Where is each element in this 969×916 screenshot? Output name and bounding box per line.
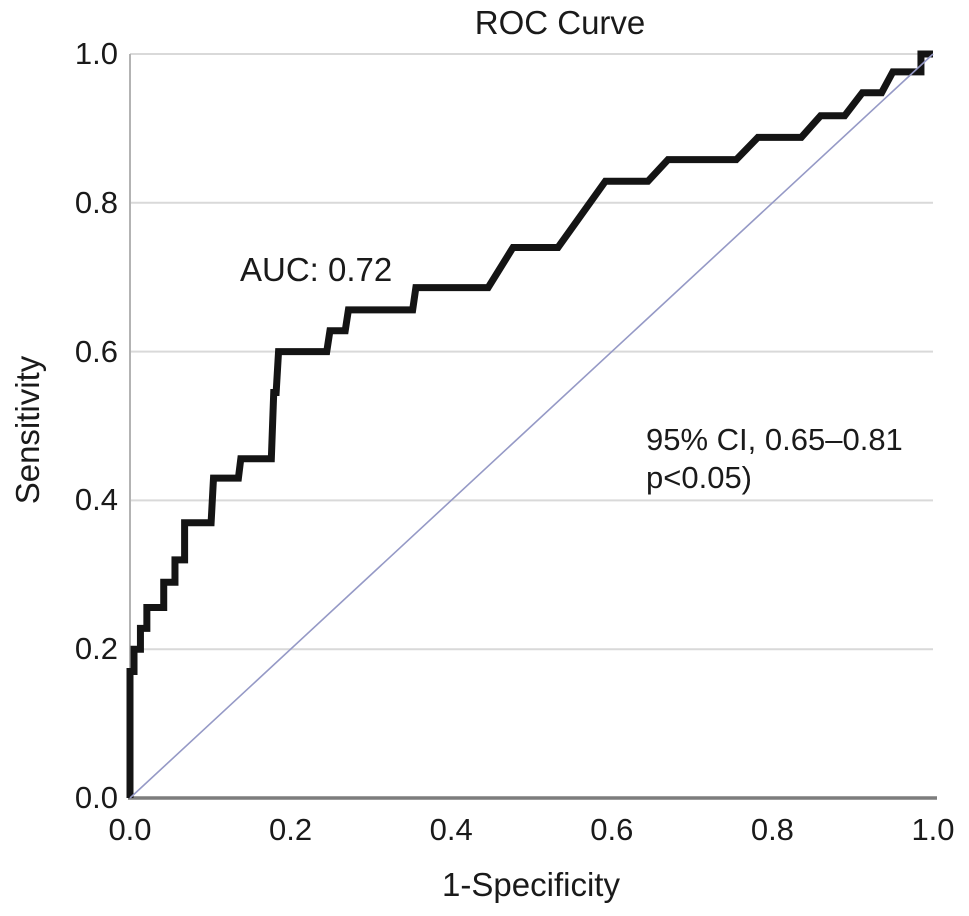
reference-diagonal — [129, 53, 934, 799]
x-tick-label: 0.4 — [429, 812, 473, 847]
y-tick-label: 0.2 — [74, 631, 118, 667]
x-tick-label: 1.0 — [911, 812, 955, 847]
x-tick-label: 0.8 — [750, 812, 794, 847]
y-tick-label: 0.4 — [74, 482, 118, 518]
x-tick-label: 0.2 — [269, 812, 313, 847]
confidence-interval-annotation: 95% CI, 0.65–0.81 p<0.05) — [646, 421, 903, 497]
auc-annotation: AUC: 0.72 — [240, 251, 393, 288]
y-tick-label: 0.0 — [74, 780, 118, 815]
x-axis-label: 1-Specificity — [442, 866, 620, 903]
y-tick-label: 0.8 — [74, 184, 118, 220]
x-tick-label: 0.6 — [590, 812, 634, 847]
chart-title: ROC Curve — [474, 4, 646, 41]
y-tick-label: 1.0 — [74, 36, 118, 71]
y-tick-label: 0.6 — [74, 333, 118, 369]
ci-annotation-line2: p<0.05) — [646, 460, 753, 495]
x-tick-label: 0.0 — [108, 812, 152, 847]
y-axis-label: Sensitivity — [9, 355, 46, 505]
roc-curve — [126, 50, 933, 798]
ci-annotation-line1: 95% CI, 0.65–0.81 — [646, 422, 903, 457]
